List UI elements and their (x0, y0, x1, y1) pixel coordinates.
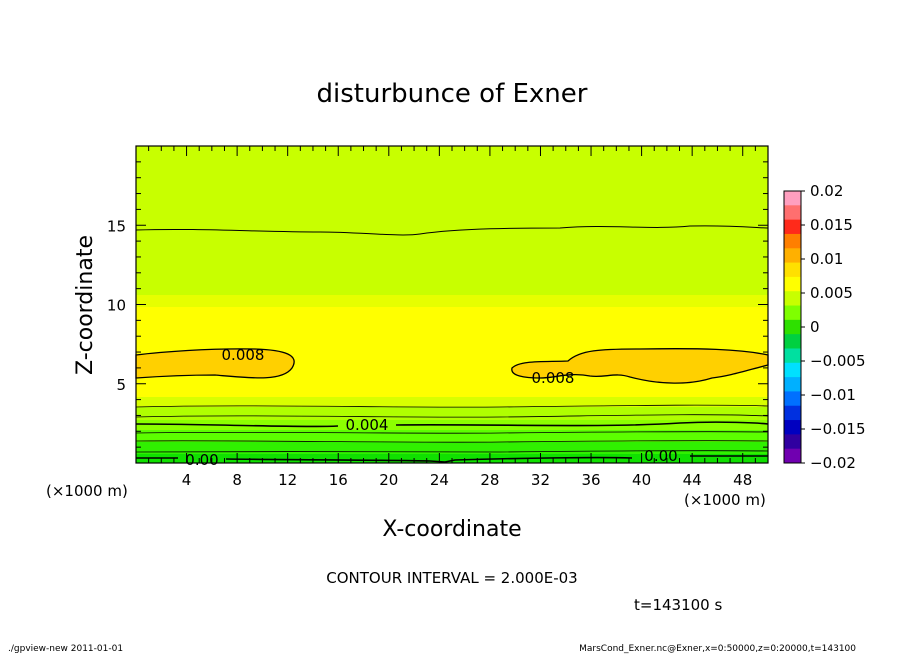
x-unit-left: (×1000 m) (46, 482, 128, 500)
colorbar-tick-label: −0.005 (810, 352, 866, 370)
contour-label: 0.004 (346, 416, 389, 434)
x-tick-label: 12 (278, 471, 297, 489)
colorbar-swatch (784, 248, 801, 264)
contour-labels: 0.008 0.008 0.004 0.00 0.00 (185, 346, 677, 469)
colorbar-swatch (784, 362, 801, 378)
x-tick-label: 44 (683, 471, 702, 489)
x-tick-label: 32 (531, 471, 550, 489)
colorbar-tick-label: −0.02 (810, 454, 856, 472)
colorbar-swatch (784, 448, 801, 464)
colorbar-tick-labels: 0.02 0.015 0.01 0.005 0 −0.005 −0.01 −0.015 −0.0… (810, 182, 866, 472)
contour-line-b (135, 414, 769, 418)
colorbar-swatch (784, 391, 801, 407)
colorbar (783, 190, 805, 464)
y-tick-label: 15 (107, 217, 126, 235)
band-0005-to-0006 (136, 397, 768, 407)
x-axis-label: X-coordinate (382, 517, 521, 542)
y-tick-label: 5 (116, 376, 126, 394)
colorbar-swatch (784, 276, 801, 292)
contour-line-e (135, 450, 769, 453)
footer-right: MarsCond_Exner.nc@Exner,x=0:50000,z=0:20… (579, 644, 856, 654)
x-tick-label: 40 (632, 471, 651, 489)
contour-label: 0.00 (644, 447, 677, 465)
y-tick-label: 10 (107, 297, 126, 315)
band-0002-to-0003 (136, 430, 768, 442)
contour-line-c (135, 431, 769, 434)
x-tick-label: 24 (430, 471, 449, 489)
y-axis-label: Z-coordinate (73, 235, 98, 375)
x-tick-label: 20 (379, 471, 398, 489)
colorbar-swatch (784, 319, 801, 335)
colorbar-tick-label: 0 (810, 318, 820, 336)
colorbar-swatch (784, 291, 801, 307)
band-0006-transition (136, 295, 768, 307)
footer-left: ./gpview-new 2011-01-01 (8, 644, 123, 654)
time-label: t=143100 s (634, 596, 722, 614)
y-tick-labels: 5 10 15 (107, 217, 126, 394)
colorbar-tick-label: −0.015 (810, 420, 866, 438)
colorbar-swatch (784, 305, 801, 321)
x-tick-label: 28 (480, 471, 499, 489)
colorbar-swatch (784, 420, 801, 435)
contour-label: 0.00 (185, 451, 218, 469)
colorbar-tick-label: −0.01 (810, 386, 856, 404)
colorbar-tick-label: 0.005 (810, 284, 853, 302)
contour-line-d (135, 440, 769, 443)
colorbar-tick-label: 0.015 (810, 216, 853, 234)
band-0004-to-0005 (136, 407, 768, 420)
x-tick-label: 36 (581, 471, 600, 489)
contour-line-0004-upper (135, 225, 769, 236)
chart-title: disturbunce of Exner (317, 79, 588, 109)
colorbar-tick-label: 0.01 (810, 250, 843, 268)
x-tick-label: 16 (329, 471, 348, 489)
axis-ticks (136, 146, 768, 463)
contour-region-0008-left (135, 348, 295, 379)
colorbar-swatch (784, 219, 801, 235)
contour-line-a (135, 404, 769, 408)
colorbar-swatch (784, 233, 801, 249)
plot-field (135, 146, 769, 463)
contour-interval-note: CONTOUR INTERVAL = 2.000E-03 (326, 569, 577, 587)
colorbar-tick-label: 0.02 (810, 182, 843, 200)
colorbar-swatch (784, 405, 801, 421)
colorbar-swatch (784, 377, 801, 392)
contour-line-0000 (136, 455, 768, 463)
x-tick-labels: 4 8 12 16 20 24 28 32 36 40 44 48 (182, 471, 752, 489)
contour-label: 0.008 (532, 369, 575, 387)
contour-line-0004 (135, 421, 769, 428)
x-unit-right: (×1000 m) (684, 491, 766, 509)
contour-region-0008-right (511, 348, 769, 384)
contour-label: 0.008 (222, 346, 265, 364)
band-0004-to-0006 (136, 146, 768, 295)
colorbar-swatch (784, 205, 801, 221)
colorbar-swatch (784, 191, 801, 206)
colorbar-swatch (784, 334, 801, 349)
x-tick-label: 48 (733, 471, 752, 489)
x-tick-label: 8 (232, 471, 242, 489)
colorbar-swatch (784, 348, 801, 364)
colorbar-swatch (784, 434, 801, 450)
colorbar-swatch (784, 262, 801, 278)
x-tick-label: 4 (182, 471, 192, 489)
